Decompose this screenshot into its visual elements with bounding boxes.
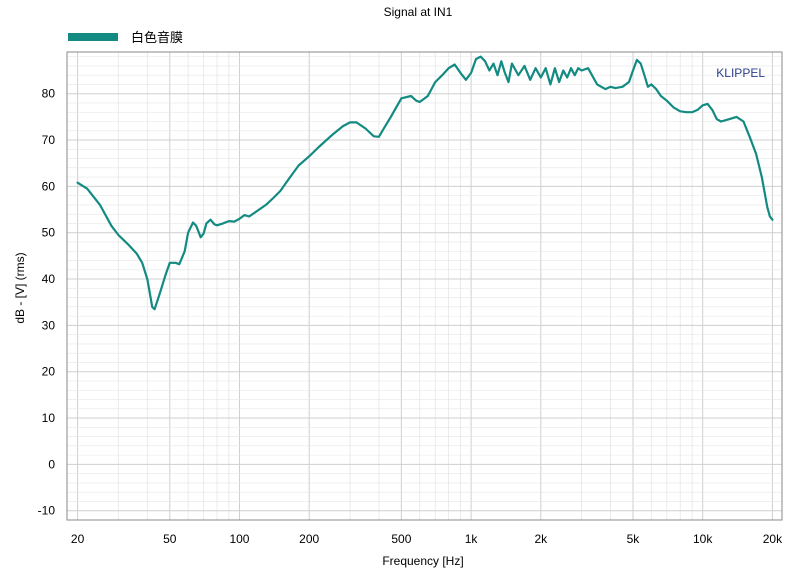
x-tick-label: 5k (627, 532, 641, 546)
y-tick-label: 50 (42, 226, 56, 240)
x-tick-label: 200 (299, 532, 319, 546)
x-tick-label: 10k (693, 532, 713, 546)
axes: 20 50 100 200 500 1k 2k 5k 10k 20k -10 0 10 20 30 40 50 6… (38, 87, 783, 546)
x-tick-label: 20 (71, 532, 85, 546)
series-line (76, 55, 774, 311)
y-tick-label: 20 (42, 365, 56, 379)
chart-title: Signal at IN1 (384, 5, 453, 19)
legend: 白色音膜 (68, 30, 183, 46)
x-tick-label: 100 (229, 532, 249, 546)
y-tick-label: 60 (42, 179, 56, 193)
y-tick-label: 0 (48, 457, 55, 471)
y-tick-label: 30 (42, 318, 56, 332)
x-tick-label: 50 (163, 532, 177, 546)
watermark: KLIPPEL (716, 66, 765, 80)
y-tick-label: 40 (42, 272, 56, 286)
x-axis-label: Frequency [Hz] (382, 554, 463, 568)
x-tick-label: 500 (391, 532, 411, 546)
legend-swatch (68, 33, 118, 41)
x-tick-label: 1k (465, 532, 479, 546)
y-tick-label: 70 (42, 133, 56, 147)
y-tick-label: 10 (42, 411, 56, 425)
y-tick-label: 80 (42, 87, 56, 101)
plot-area (67, 52, 782, 520)
y-tick-label: -10 (38, 504, 56, 518)
series-layer (76, 55, 774, 311)
grid (67, 52, 782, 521)
plot-frame (66, 51, 783, 521)
x-tick-label: 20k (763, 532, 783, 546)
y-axis-label: dB - [V] (rms) (13, 252, 27, 323)
legend-label: 白色音膜 (131, 30, 183, 46)
x-tick-label: 2k (534, 532, 548, 546)
